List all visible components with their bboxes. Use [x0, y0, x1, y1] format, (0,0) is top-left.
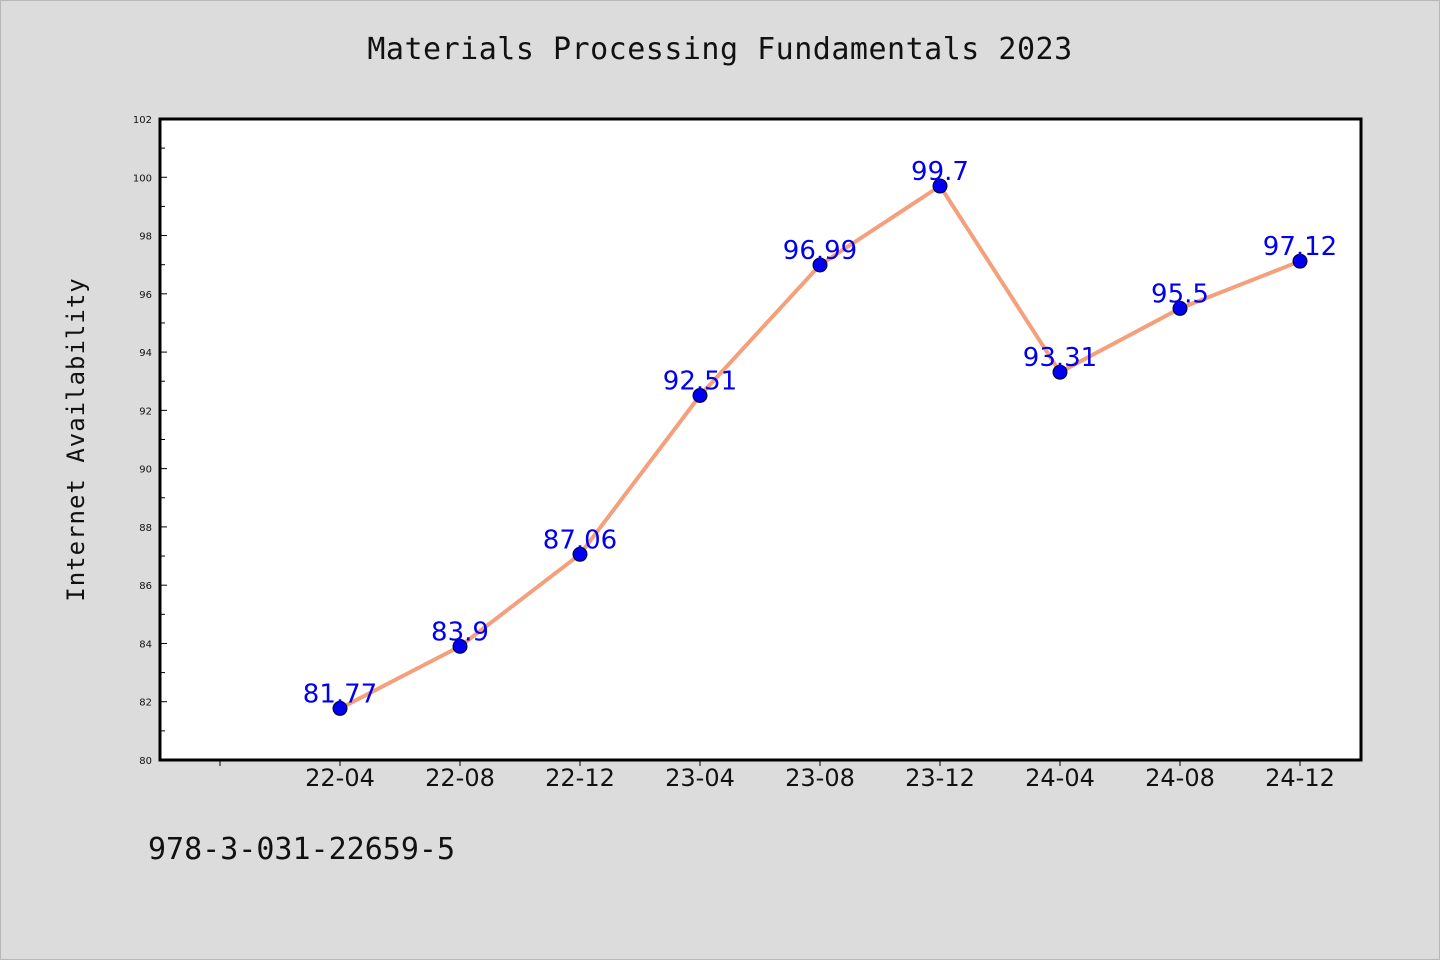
data-label: 92.51	[663, 367, 737, 397]
x-tick-label: 22-12	[545, 764, 615, 792]
y-tick-label: 90	[139, 465, 152, 476]
y-tick-label: 84	[139, 639, 152, 650]
y-tick-label: 82	[139, 698, 152, 709]
y-tick-label: 94	[139, 348, 152, 359]
data-markers	[332, 178, 1308, 716]
data-label: 87.06	[543, 525, 617, 555]
chart-title: Materials Processing Fundamentals 2023	[367, 32, 1073, 67]
data-label: 97.12	[1263, 232, 1337, 262]
data-label: 99.7	[911, 157, 969, 187]
x-axis: 22-04 22-08 22-12 23-04 23-08 23-12 24-04 24-08…	[219, 760, 1335, 792]
data-label: 95.5	[1151, 279, 1209, 309]
data-point	[932, 178, 948, 194]
y-tick-label: 98	[139, 232, 152, 243]
data-point	[572, 546, 588, 562]
y-axis-label: Internet Availability	[62, 277, 90, 601]
data-point	[1172, 300, 1188, 316]
y-tick-label: 100	[133, 173, 152, 184]
data-label: 81.77	[303, 679, 377, 709]
x-tick-label: 24-08	[1145, 764, 1215, 792]
y-tick-label: 88	[139, 523, 152, 534]
y-tick-label: 86	[139, 581, 152, 592]
data-point	[332, 700, 348, 716]
x-tick-label: 24-12	[1265, 764, 1335, 792]
data-point	[452, 638, 468, 654]
y-tick-label: 80	[139, 756, 152, 767]
x-tick-label: 22-04	[305, 764, 375, 792]
x-tick-label: 24-04	[1025, 764, 1095, 792]
x-tick-label: 23-08	[785, 764, 855, 792]
y-tick-label: 92	[139, 406, 152, 417]
data-labels: 81.77 83.9 87.06 92.51 96.99 99.7 93.31 95.5 97.…	[303, 157, 1337, 709]
data-label: 83.9	[431, 617, 489, 647]
x-tick-label: 23-04	[665, 764, 735, 792]
data-point	[812, 257, 828, 273]
y-tick-label: 102	[133, 115, 152, 126]
data-label: 96.99	[783, 236, 857, 266]
x-tick-label: 23-12	[905, 764, 975, 792]
isbn-footer: 978-3-031-22659-5	[148, 832, 456, 867]
data-point	[692, 388, 708, 404]
data-label: 93.31	[1023, 343, 1097, 373]
y-axis: 80 82 84 86 88 90 92 94 96 98 100 102	[133, 115, 167, 767]
plot-area	[158, 117, 1363, 762]
data-point	[1292, 253, 1308, 269]
y-tick-label: 96	[139, 290, 152, 301]
data-point	[1052, 364, 1068, 380]
x-tick-label: 22-08	[425, 764, 495, 792]
